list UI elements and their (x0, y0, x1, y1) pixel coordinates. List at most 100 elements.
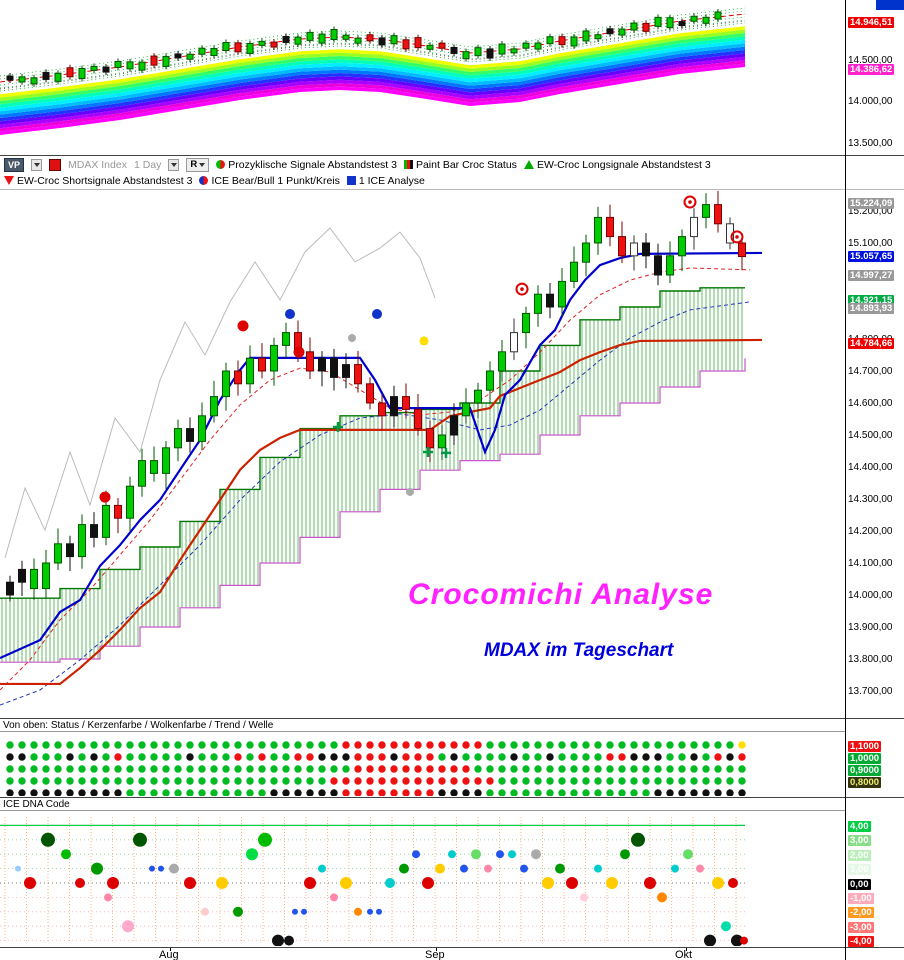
status-dot (402, 753, 410, 761)
status-dot (378, 777, 386, 785)
overview-candle (570, 36, 578, 47)
candle (582, 242, 590, 263)
price-badge: 14.921,15 (848, 294, 895, 306)
status-dot (702, 765, 710, 773)
gray-dot-signal (406, 487, 414, 496)
status-dot (642, 753, 650, 761)
candle (6, 581, 14, 596)
status-dot (366, 789, 374, 796)
status-dot (462, 765, 470, 773)
period-label: 1 Day (133, 158, 162, 171)
legend-item-prozyklische[interactable]: Prozyklische Signale Abstandstest 3 (216, 159, 397, 171)
status-dot (66, 765, 74, 773)
overview-chart (0, 7, 746, 135)
price-label: 15.100,00 (848, 237, 893, 249)
dna-marker (631, 832, 645, 847)
price-scale[interactable]: 14.946,51 14.500,00 14.386,62 14.000,00 13.5… (845, 0, 904, 960)
dna-marker (169, 863, 179, 874)
status-dot (690, 765, 698, 773)
status-dot (102, 765, 110, 773)
status-dot (198, 777, 206, 785)
status-dot (174, 789, 182, 796)
price-label: 15.200,00 (848, 205, 893, 217)
legend-item-shortsignale[interactable]: EW-Croc Shortsignale Abstandstest 3 (4, 175, 192, 187)
status-dot (234, 789, 242, 796)
legend-item-paintbar[interactable]: Paint Bar Croc Status (403, 158, 517, 171)
status-dot (30, 765, 38, 773)
overview-candle (186, 53, 194, 60)
legend-item-longsignale[interactable]: EW-Croc Longsignale Abstandstest 3 (523, 159, 711, 171)
legend-item-ice-bearbull[interactable]: ICE Bear/Bull 1 Punkt/Kreis (199, 175, 340, 187)
overview-candle (222, 42, 230, 52)
status-dot (150, 789, 158, 796)
status-dot (354, 753, 362, 761)
dna-marker (184, 877, 196, 889)
status-dot (318, 777, 326, 785)
candle (510, 332, 518, 353)
r-button[interactable]: R (186, 157, 210, 172)
price-badge: 14.386,62 (848, 63, 895, 75)
candle (42, 562, 50, 590)
candle (330, 357, 338, 378)
candle (54, 543, 62, 564)
red-circle-signal (515, 282, 529, 296)
legend-label: Paint Bar Croc Status (415, 158, 517, 171)
status-dot (66, 753, 74, 761)
vp-dropdown-button[interactable] (31, 158, 43, 171)
status-dot (630, 777, 638, 785)
overview-candle (66, 67, 74, 78)
long-arrow-icon (523, 160, 534, 169)
price-badge: 0,8000 (848, 776, 882, 788)
status-dot (510, 741, 518, 749)
dna-marker (683, 849, 693, 860)
watermark-subtitle: MDAX im Tageschart (484, 640, 674, 661)
status-dot (330, 777, 338, 785)
status-dot (378, 765, 386, 773)
candle (450, 415, 458, 436)
status-dot (90, 765, 98, 773)
status-dot (198, 753, 206, 761)
time-axis[interactable]: Aug Sep Okt (0, 948, 904, 960)
status-dots-panel: Von oben: Status / Kerzenfarbe / Wolkenf… (0, 719, 904, 798)
vp-button[interactable]: VP (4, 157, 25, 172)
price-label: 14.700,00 (848, 365, 893, 377)
status-dot (630, 741, 638, 749)
status-dot (30, 753, 38, 761)
status-dot (546, 765, 554, 773)
status-dot (18, 789, 26, 796)
price-label: 14.500,00 (848, 54, 893, 66)
status-dot (246, 765, 254, 773)
overview-candle (402, 39, 410, 50)
overview-candle (258, 40, 266, 46)
candle (522, 312, 530, 334)
status-dot (390, 741, 398, 749)
price-badge: 2,00 (848, 849, 871, 861)
candle (390, 396, 398, 417)
status-dot (438, 741, 446, 749)
status-dot (522, 753, 530, 761)
dots-panel-header: Von oben: Status / Kerzenfarbe / Wolkenf… (0, 719, 845, 732)
status-dot (582, 741, 590, 749)
status-dot (366, 765, 374, 773)
status-dot (78, 789, 86, 796)
status-dot (438, 753, 446, 761)
price-badge: -1,00 (848, 892, 874, 904)
status-dot (426, 777, 434, 785)
period-dropdown-button[interactable] (168, 158, 180, 171)
status-dot (270, 765, 278, 773)
legend-item-ice-analyse[interactable]: 1 ICE Analyse (346, 175, 425, 187)
elliott-wave-line (4, 227, 436, 559)
candle (138, 460, 146, 487)
overview-candle (246, 42, 254, 54)
candle (714, 204, 722, 225)
status-dot (678, 789, 686, 796)
status-dot (582, 777, 590, 785)
price-badge: 1,00 (848, 864, 871, 876)
overview-candle (318, 33, 326, 44)
dna-chart (0, 817, 748, 946)
status-dot (594, 789, 602, 796)
status-dot (186, 777, 194, 785)
status-dots-chart (6, 741, 746, 796)
status-dot (642, 789, 650, 796)
status-dot (198, 741, 206, 749)
